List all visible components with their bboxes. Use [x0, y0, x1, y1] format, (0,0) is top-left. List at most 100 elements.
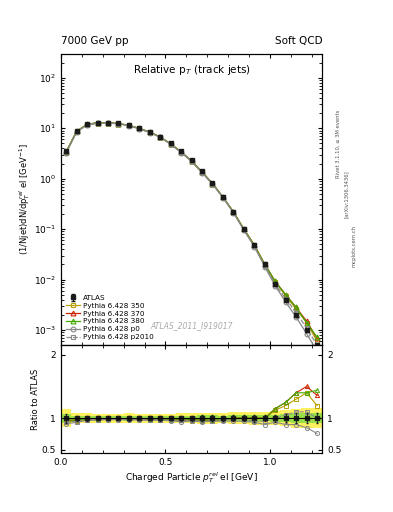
Pythia 6.428 p0: [273, 283, 277, 289]
Pythia 6.428 p0: [158, 134, 163, 140]
Text: Soft QCD: Soft QCD: [275, 36, 322, 46]
Pythia 6.428 p2010: [64, 150, 68, 156]
Pythia 6.428 350: [179, 149, 184, 155]
Pythia 6.428 p2010: [231, 209, 236, 215]
Pythia 6.428 370: [137, 125, 142, 132]
Pythia 6.428 350: [263, 261, 267, 267]
Pythia 6.428 350: [210, 181, 215, 187]
Pythia 6.428 370: [168, 141, 173, 147]
Pythia 6.428 p0: [283, 299, 288, 305]
Pythia 6.428 350: [315, 338, 320, 344]
Pythia 6.428 370: [74, 128, 79, 134]
Pythia 6.428 380: [179, 149, 184, 155]
Pythia 6.428 380: [283, 292, 288, 298]
Pythia 6.428 p2010: [220, 194, 225, 200]
Pythia 6.428 380: [64, 149, 68, 155]
Pythia 6.428 370: [283, 292, 288, 298]
Line: Pythia 6.428 380: Pythia 6.428 380: [64, 120, 320, 339]
Pythia 6.428 370: [315, 335, 320, 342]
Pythia 6.428 370: [304, 318, 309, 324]
Pythia 6.428 380: [273, 279, 277, 285]
Pythia 6.428 350: [127, 122, 131, 129]
Pythia 6.428 380: [304, 319, 309, 326]
X-axis label: Charged Particle $p^{rel}_T$ el [GeV]: Charged Particle $p^{rel}_T$ el [GeV]: [125, 470, 258, 485]
Text: Rivet 3.1.10, ≥ 3M events: Rivet 3.1.10, ≥ 3M events: [336, 109, 341, 178]
Pythia 6.428 p2010: [294, 310, 299, 316]
Legend: ATLAS, Pythia 6.428 350, Pythia 6.428 370, Pythia 6.428 380, Pythia 6.428 p0, Py: ATLAS, Pythia 6.428 350, Pythia 6.428 37…: [64, 293, 156, 342]
Pythia 6.428 350: [158, 134, 163, 140]
Pythia 6.428 p0: [116, 121, 121, 127]
Pythia 6.428 370: [263, 261, 267, 267]
Pythia 6.428 350: [64, 150, 68, 156]
Pythia 6.428 380: [106, 120, 110, 126]
Pythia 6.428 p0: [263, 264, 267, 270]
Pythia 6.428 380: [294, 304, 299, 310]
Pythia 6.428 350: [137, 125, 142, 132]
Pythia 6.428 350: [85, 121, 90, 127]
Pythia 6.428 p2010: [127, 122, 131, 129]
Pythia 6.428 370: [200, 169, 204, 175]
Pythia 6.428 p0: [189, 158, 194, 164]
Pythia 6.428 p2010: [74, 129, 79, 135]
Pythia 6.428 350: [200, 169, 204, 175]
Pythia 6.428 370: [64, 149, 68, 155]
Pythia 6.428 p2010: [106, 120, 110, 126]
Pythia 6.428 p2010: [158, 134, 163, 140]
Pythia 6.428 p2010: [315, 342, 320, 348]
Pythia 6.428 350: [147, 129, 152, 135]
Pythia 6.428 p0: [74, 129, 79, 135]
Pythia 6.428 370: [85, 121, 90, 127]
Y-axis label: Ratio to ATLAS: Ratio to ATLAS: [31, 369, 40, 430]
Pythia 6.428 350: [168, 141, 173, 147]
Pythia 6.428 p0: [210, 181, 215, 187]
Pythia 6.428 p0: [95, 120, 100, 126]
Pythia 6.428 p2010: [179, 149, 184, 155]
Pythia 6.428 380: [263, 261, 267, 267]
Pythia 6.428 350: [241, 226, 246, 232]
Pythia 6.428 370: [252, 242, 257, 248]
Pythia 6.428 380: [220, 194, 225, 200]
Pythia 6.428 380: [241, 226, 246, 232]
Pythia 6.428 350: [273, 279, 277, 285]
Pythia 6.428 p2010: [189, 158, 194, 164]
Pythia 6.428 380: [147, 129, 152, 135]
Pythia 6.428 p2010: [200, 169, 204, 176]
Pythia 6.428 380: [168, 141, 173, 147]
Pythia 6.428 370: [106, 120, 110, 126]
Line: Pythia 6.428 p0: Pythia 6.428 p0: [64, 121, 320, 354]
Pythia 6.428 p2010: [304, 325, 309, 331]
Line: Pythia 6.428 370: Pythia 6.428 370: [64, 120, 320, 341]
Pythia 6.428 p2010: [116, 121, 121, 127]
Pythia 6.428 350: [116, 120, 121, 126]
Line: Pythia 6.428 350: Pythia 6.428 350: [64, 120, 320, 344]
Pythia 6.428 p0: [106, 120, 110, 126]
Pythia 6.428 p0: [179, 150, 184, 156]
Pythia 6.428 p0: [64, 150, 68, 156]
Pythia 6.428 p2010: [168, 141, 173, 147]
Pythia 6.428 p2010: [283, 295, 288, 302]
Pythia 6.428 350: [220, 194, 225, 200]
Pythia 6.428 p0: [315, 348, 320, 354]
Pythia 6.428 p0: [137, 126, 142, 132]
Pythia 6.428 350: [283, 292, 288, 298]
Pythia 6.428 380: [74, 128, 79, 134]
Pythia 6.428 380: [116, 120, 121, 126]
Pythia 6.428 p0: [231, 210, 236, 216]
Pythia 6.428 p0: [220, 195, 225, 201]
Pythia 6.428 350: [95, 120, 100, 126]
Pythia 6.428 p0: [168, 141, 173, 147]
Pythia 6.428 350: [74, 129, 79, 135]
Pythia 6.428 p0: [252, 244, 257, 250]
Pythia 6.428 380: [137, 125, 142, 132]
Pythia 6.428 p2010: [85, 122, 90, 128]
Pythia 6.428 350: [231, 209, 236, 215]
Pythia 6.428 380: [95, 120, 100, 126]
Pythia 6.428 p2010: [95, 120, 100, 126]
Pythia 6.428 370: [210, 181, 215, 187]
Pythia 6.428 350: [294, 306, 299, 312]
Pythia 6.428 380: [127, 122, 131, 129]
Pythia 6.428 p2010: [241, 226, 246, 232]
Pythia 6.428 380: [231, 209, 236, 215]
Pythia 6.428 370: [189, 158, 194, 164]
Text: 7000 GeV pp: 7000 GeV pp: [61, 36, 129, 46]
